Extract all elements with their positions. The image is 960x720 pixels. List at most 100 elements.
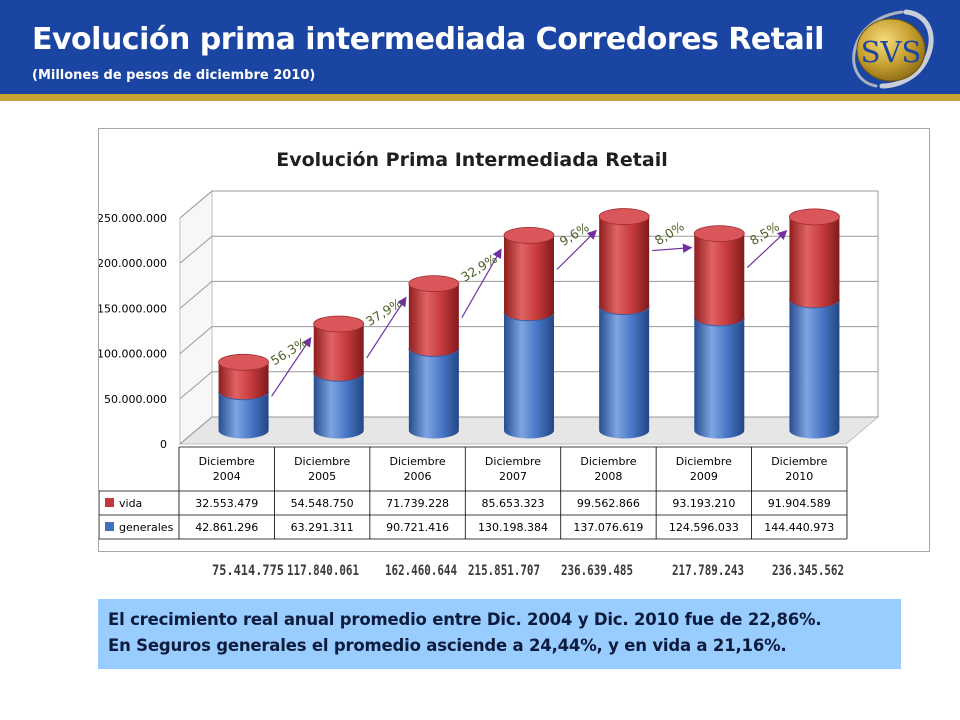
total-value: 117.840.061 xyxy=(287,563,359,579)
gridline xyxy=(179,280,878,309)
bar-generales xyxy=(408,348,459,439)
bar-top-cap xyxy=(313,315,365,333)
table-value: 71.739.228 xyxy=(386,497,449,510)
growth-arrow xyxy=(461,248,502,318)
table-value: 91.904.589 xyxy=(768,497,831,510)
chart-container: Evolución Prima Intermediada Retail 0 50.… xyxy=(98,128,930,552)
table-value: 99.562.866 xyxy=(577,497,640,510)
bar-top-cap xyxy=(789,208,840,226)
bar-generales xyxy=(694,317,745,439)
chart-title: Evolución Prima Intermediada Retail xyxy=(276,149,668,171)
bar-vida xyxy=(599,216,650,315)
table-value: 144.440.973 xyxy=(764,521,834,534)
gridline xyxy=(179,416,878,445)
note-line-1: El crecimiento real anual promedio entre… xyxy=(108,610,822,629)
bar-seam xyxy=(598,306,650,316)
legend-swatch xyxy=(105,498,114,507)
category-label: Diciembre xyxy=(199,455,255,468)
bar-seam xyxy=(788,299,840,309)
category-label: Diciembre xyxy=(580,455,636,468)
totals-row: 75.414.775 117.840.061 162.460.644 215.851.… xyxy=(212,563,844,579)
logo-text: SVS xyxy=(861,35,922,69)
y-tick-label: 150.000.000 xyxy=(99,302,167,315)
bar-top-cap xyxy=(693,225,745,243)
summary-note: El crecimiento real anual promedio entre… xyxy=(98,599,901,669)
table-value: 130.198.384 xyxy=(478,521,548,534)
bar-stack xyxy=(408,275,460,439)
bar-vida xyxy=(503,235,554,321)
bar-vida xyxy=(218,362,269,400)
side-wall xyxy=(179,189,213,446)
growth-arrow xyxy=(271,336,312,397)
bar-stack xyxy=(788,208,840,439)
growth-label: 8,0% xyxy=(652,218,687,248)
y-tick-label: 100.000.000 xyxy=(99,348,167,361)
table-value: 93.193.210 xyxy=(672,497,735,510)
legend-label: vida xyxy=(119,497,142,510)
bar-seam xyxy=(503,312,555,322)
bar-seam xyxy=(408,348,460,357)
category-year: 2005 xyxy=(308,470,336,483)
legend-label: generales xyxy=(119,521,174,534)
stacked-cylinder-chart: Evolución Prima Intermediada Retail 0 50.… xyxy=(99,149,880,540)
bar-stack xyxy=(598,208,650,439)
bar-generales xyxy=(503,312,554,439)
page-title: Evolución prima intermediada Corredores … xyxy=(32,22,824,57)
category-year: 2008 xyxy=(594,470,622,483)
gridline xyxy=(179,190,878,219)
growth-arrow xyxy=(652,243,693,254)
growth-label: 9,6% xyxy=(557,219,592,249)
gridline xyxy=(179,235,878,264)
bar-top-cap xyxy=(598,208,650,225)
category-label: Diciembre xyxy=(389,455,445,468)
table-value: 124.596.033 xyxy=(669,521,739,534)
category-year: 2009 xyxy=(690,470,718,483)
bar-vida xyxy=(408,283,459,357)
bar-stack xyxy=(503,226,555,439)
note-line-2: En Seguros generales el promedio asciend… xyxy=(108,636,787,655)
category-label: Diciembre xyxy=(771,455,827,468)
growth-label: 37,9% xyxy=(363,295,405,329)
bar-vida xyxy=(789,216,840,308)
table-value: 54.548.750 xyxy=(291,497,354,510)
bar-seam xyxy=(693,317,745,327)
gridline xyxy=(179,326,878,354)
category-label: Diciembre xyxy=(485,455,541,468)
bar-generales xyxy=(599,306,650,439)
bar-top-cap xyxy=(503,226,555,244)
bar-generales xyxy=(313,373,364,439)
table-value: 90.721.416 xyxy=(386,521,449,534)
y-tick-label: 0 xyxy=(160,438,167,451)
total-value: 215.851.707 xyxy=(468,563,540,579)
slide-header xyxy=(0,0,960,94)
total-value: 162.460.644 xyxy=(385,563,457,579)
legend-swatch xyxy=(105,522,114,531)
bar-generales xyxy=(789,299,840,439)
bar-stack xyxy=(693,225,745,439)
category-year: 2004 xyxy=(213,470,241,483)
category-year: 2006 xyxy=(404,470,432,483)
growth-arrow xyxy=(556,229,597,270)
page-subtitle: (Millones de pesos de diciembre 2010) xyxy=(32,68,316,83)
growth-arrow xyxy=(746,230,788,269)
total-value: 75.414.775 xyxy=(212,563,284,579)
category-year: 2007 xyxy=(499,470,527,483)
total-value: 217.789.243 xyxy=(672,563,744,579)
table-value: 137.076.619 xyxy=(573,521,643,534)
total-value: 236.345.562 xyxy=(772,563,844,579)
y-tick-label: 250.000.000 xyxy=(99,212,167,225)
category-label: Diciembre xyxy=(676,455,732,468)
bar-seam xyxy=(218,391,270,401)
growth-label: 56,3% xyxy=(268,334,310,368)
growth-label: 8,5% xyxy=(747,219,782,249)
bar-top-cap xyxy=(218,353,269,371)
growth-label: 32,9% xyxy=(458,251,500,285)
bar-seam xyxy=(313,373,365,382)
header-accent-bar xyxy=(0,94,960,101)
category-label: Diciembre xyxy=(294,455,350,468)
bar-vida xyxy=(694,233,745,326)
bar-top-cap xyxy=(408,275,460,293)
bar-stack xyxy=(218,353,270,439)
table-value: 32.553.479 xyxy=(195,497,258,510)
bar-stack xyxy=(313,315,365,439)
